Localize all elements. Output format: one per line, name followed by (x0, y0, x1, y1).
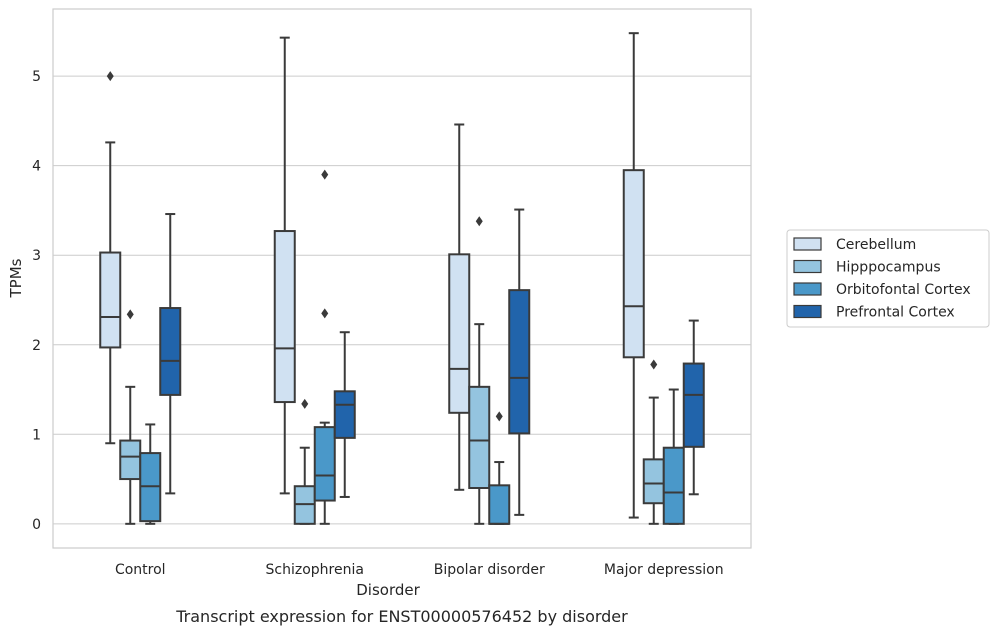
x-axis-ticks: Control Schizophrenia Bipolar disorder Majo… (115, 562, 724, 578)
box-orbitofontal-cortex (662, 388, 685, 525)
x-tick-label: Control (115, 562, 166, 578)
legend-label: Orbitofontal Cortex (836, 282, 971, 298)
box-prefrontal-cortex (682, 319, 705, 496)
outlier-marker (106, 71, 114, 82)
y-tick-label: 4 (32, 159, 41, 175)
box-hipppocampus (119, 309, 142, 525)
x-axis-title: Disorder (356, 581, 420, 599)
box-cerebellum (448, 123, 471, 491)
boxes-layer (99, 32, 705, 525)
outlier-marker (321, 169, 329, 180)
outlier-marker (126, 309, 134, 320)
box-orbitofontal-cortex (488, 411, 511, 525)
box-body (682, 362, 705, 448)
box-body (119, 439, 142, 481)
box-cerebellum (99, 71, 122, 445)
outlier-marker (321, 308, 329, 319)
box-body (662, 446, 685, 525)
box-body (448, 253, 471, 414)
legend-swatch (793, 304, 822, 319)
y-axis-title: TPMs (7, 258, 25, 298)
box-body (273, 230, 296, 404)
outlier-marker (475, 216, 483, 227)
y-tick-label: 3 (32, 248, 41, 264)
box-cerebellum (622, 32, 645, 519)
legend-swatch (793, 282, 822, 296)
box-body (622, 169, 645, 359)
box-hipppocampus (468, 216, 491, 525)
legend-label: Cerebellum (836, 237, 916, 253)
box-body (99, 251, 122, 349)
box-hipppocampus (293, 398, 316, 525)
x-tick-label: Schizophrenia (266, 562, 364, 578)
box-body (333, 390, 356, 439)
outlier-marker (650, 359, 658, 370)
y-tick-label: 2 (32, 338, 41, 354)
plot-frame (52, 8, 752, 549)
box-body (468, 385, 491, 490)
legend-frame (786, 229, 990, 328)
box-orbitofontal-cortex (313, 169, 336, 525)
legend-swatch (793, 259, 822, 274)
box-prefrontal-cortex (508, 208, 531, 516)
box-body (508, 289, 531, 435)
chart-caption: Transcript expression for ENST0000057645… (175, 607, 628, 626)
box-body (159, 307, 182, 396)
y-tick-label: 0 (32, 517, 41, 533)
legend: Cerebellum Hipppocampus Orbitofontal Corte… (786, 229, 990, 328)
x-tick-label: Major depression (604, 562, 724, 578)
y-tick-label: 5 (32, 69, 41, 85)
box-prefrontal-cortex (333, 331, 356, 498)
box-body (313, 426, 336, 502)
box-body (642, 458, 665, 505)
box-body (488, 484, 511, 525)
box-orbitofontal-cortex (139, 423, 162, 525)
outlier-marker (495, 411, 503, 422)
y-axis-ticks: 0 1 2 3 4 5 (32, 69, 41, 533)
box-cerebellum (273, 36, 296, 495)
outlier-marker (301, 398, 309, 409)
legend-label: Prefrontal Cortex (836, 305, 955, 321)
x-tick-label: Bipolar disorder (434, 562, 545, 578)
legend-swatch (793, 237, 822, 251)
legend-label: Hipppocampus (836, 260, 941, 276)
box-prefrontal-cortex (159, 213, 182, 495)
y-tick-label: 1 (32, 427, 41, 443)
box-hipppocampus (642, 359, 665, 525)
